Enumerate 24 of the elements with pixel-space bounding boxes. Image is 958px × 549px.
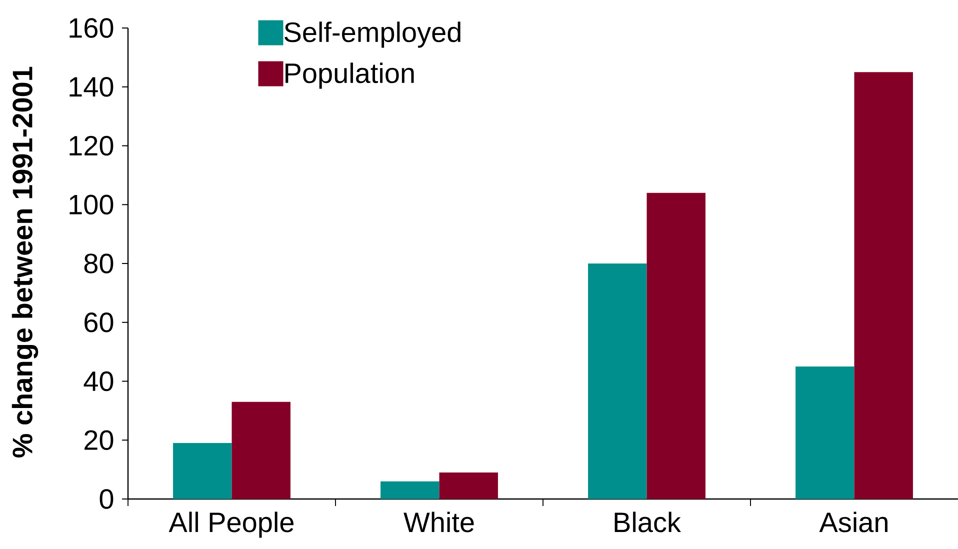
bar	[232, 402, 290, 499]
x-tick-label: White	[404, 512, 474, 532]
y-tick-label: 100	[70, 194, 114, 215]
y-tick-label: 40	[84, 371, 114, 392]
bar	[380, 481, 440, 499]
bar	[646, 192, 706, 499]
bar	[439, 472, 498, 499]
legend-label: Population	[286, 62, 414, 89]
x-tick-label: Asian	[819, 512, 888, 532]
legend-label: Self-employed	[284, 22, 460, 48]
y-tick-label: 80	[84, 254, 114, 274]
x-tick-label: All People	[168, 512, 294, 538]
y-axis-title: % change between 1991-2001	[12, 66, 38, 458]
y-tick-label: 60	[84, 312, 114, 332]
y-tick-label: 20	[84, 430, 114, 450]
bar	[588, 263, 647, 499]
bar	[173, 443, 232, 499]
y-tick-label: 120	[70, 136, 114, 156]
y-tick-label: 160	[70, 18, 114, 38]
bar	[854, 72, 913, 499]
x-tick-label: Black	[614, 512, 682, 532]
bar	[796, 366, 854, 499]
y-tick-label: 0	[100, 489, 114, 509]
y-tick-label: 140	[70, 76, 114, 97]
